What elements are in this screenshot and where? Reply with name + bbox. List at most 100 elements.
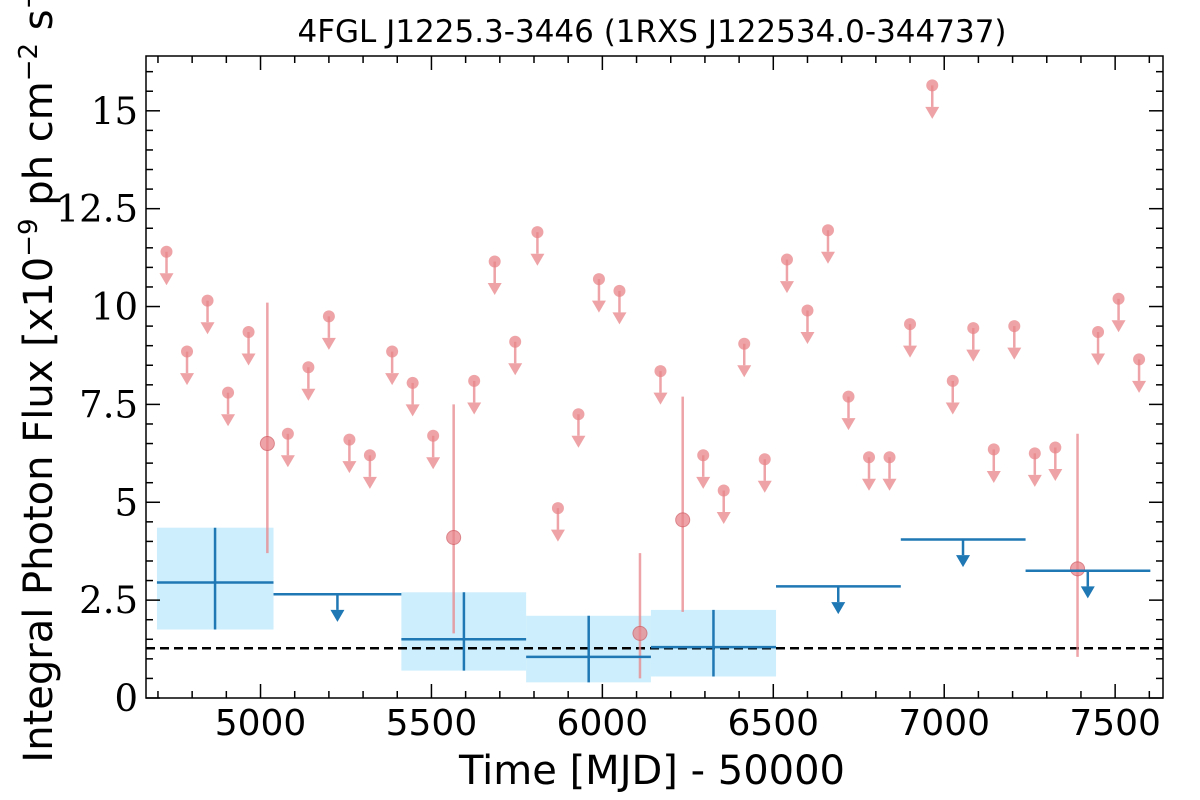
- short-bin-limit-arrow-6: [280, 455, 295, 468]
- short-bin-point-41: [1008, 320, 1021, 333]
- x-tick-label-0: 5000: [215, 703, 307, 744]
- short-bin-limit-arrow-8: [321, 337, 336, 350]
- short-bin-point-10: [363, 449, 376, 462]
- short-bin-limit-arrow-19: [550, 529, 565, 542]
- short-bin-point-47: [1133, 353, 1146, 366]
- short-bin-limit-arrow-31: [800, 331, 815, 344]
- short-bin-point-35: [883, 451, 896, 464]
- short-bin-point-27: [717, 484, 730, 497]
- short-bin-point-43: [1049, 441, 1062, 454]
- short-bin-limit-arrow-39: [966, 349, 981, 362]
- x-tick-label-1: 5500: [386, 703, 478, 744]
- short-bin-point-20: [572, 408, 585, 421]
- short-bin-limit-arrow-15: [467, 402, 482, 415]
- short-bin-point-4: [242, 325, 255, 338]
- short-bin-point-14: [446, 530, 462, 545]
- long-bin-limit-arrow-6: [956, 555, 971, 568]
- chart-title: 4FGL J1225.3-3446 (1RXS J122534.0-344737…: [297, 14, 1006, 50]
- short-bin-point-18: [531, 226, 544, 239]
- plot-frame: [145, 55, 1164, 699]
- short-bin-point-29: [758, 453, 771, 466]
- short-bin-limit-arrow-41: [1007, 347, 1022, 360]
- y-label-prefix: Integral Photon Flux [x10: [16, 257, 62, 763]
- short-bin-limit-arrow-36: [903, 345, 918, 358]
- short-bin-limit-arrow-33: [841, 418, 856, 431]
- short-bin-limit-arrow-27: [716, 512, 731, 525]
- y-tick-label-4: 10: [91, 286, 138, 329]
- short-bin-limit-arrow-17: [508, 363, 523, 376]
- short-bin-limit-arrow-43: [1048, 468, 1063, 481]
- short-bin-limit-arrow-28: [737, 365, 752, 378]
- y-label-exp3: −1: [14, 0, 44, 9]
- y-tick-label-3: 7.5: [79, 383, 138, 426]
- y-tick-label-5: 12.5: [56, 188, 138, 231]
- x-axis-label: Time [MJD] - 50000: [458, 748, 845, 794]
- short-bin-limit-arrow-10: [362, 476, 377, 489]
- short-bin-point-8: [322, 310, 335, 323]
- short-bin-point-30: [780, 253, 793, 266]
- short-bin-point-15: [468, 374, 481, 387]
- short-bin-point-0: [160, 245, 173, 258]
- x-tick-label-4: 7000: [898, 703, 990, 744]
- short-bin-point-6: [281, 427, 294, 440]
- y-label-unit-s: s: [16, 9, 62, 43]
- short-bin-limit-arrow-37: [925, 106, 940, 119]
- short-bin-limit-arrow-24: [653, 392, 668, 405]
- x-tick-label-3: 6500: [727, 703, 819, 744]
- short-bin-limit-arrow-13: [426, 457, 441, 470]
- short-bin-limit-arrow-40: [986, 470, 1001, 483]
- long-bin-limit-arrow-7: [1080, 586, 1095, 599]
- short-bin-point-5: [259, 436, 275, 452]
- short-bin-point-45: [1092, 325, 1105, 338]
- short-bin-point-44: [1070, 561, 1086, 577]
- short-bin-limit-arrow-45: [1091, 353, 1106, 366]
- y-tick-label-1: 2.5: [79, 579, 138, 622]
- y-label-middle: ph cm: [16, 81, 62, 218]
- short-bin-point-38: [946, 374, 959, 387]
- short-bin-point-16: [488, 255, 501, 268]
- short-bin-limit-arrow-46: [1111, 320, 1126, 333]
- short-bin-point-37: [926, 79, 939, 92]
- short-bin-point-28: [738, 337, 751, 350]
- plot-area: 5000 5500 6000 6500 7000 7500 0 2.5 5 7.5 10 12.5 15: [56, 55, 1164, 744]
- short-bin-limit-arrow-26: [696, 476, 711, 489]
- short-bin-limit-arrow-42: [1027, 474, 1042, 487]
- short-bin-point-24: [654, 365, 667, 378]
- short-bin-limit-arrow-11: [385, 373, 400, 386]
- short-bin-point-34: [863, 451, 876, 464]
- short-bin-point-17: [509, 335, 522, 348]
- y-tick-label-0: 0: [114, 677, 138, 720]
- short-bin-point-11: [386, 345, 399, 358]
- short-bin-point-25: [675, 512, 691, 528]
- short-bin-limit-arrow-29: [757, 480, 772, 493]
- y-tick-label-2: 5: [114, 481, 138, 524]
- x-tick-label-2: 6000: [557, 703, 649, 744]
- short-bin-limit-arrow-32: [820, 251, 835, 264]
- short-bin-point-33: [842, 390, 855, 403]
- short-bin-limit-arrow-9: [342, 461, 357, 474]
- short-bin-limit-arrow-20: [571, 435, 586, 448]
- y-axis-label: Integral Photon Flux [x10−9 ph cm−2 s−1]: [14, 0, 62, 763]
- short-bin-point-12: [406, 376, 419, 389]
- short-bin-point-46: [1112, 292, 1125, 305]
- short-bin-point-9: [343, 433, 356, 446]
- short-bin-point-42: [1028, 447, 1041, 460]
- short-bin-limit-arrow-21: [591, 300, 606, 313]
- short-bin-point-26: [697, 449, 710, 462]
- short-bin-point-2: [201, 294, 214, 307]
- short-bin-point-36: [904, 318, 917, 331]
- short-bin-point-7: [302, 361, 315, 374]
- y-tick-label-6: 15: [91, 90, 138, 133]
- short-bin-limit-arrow-47: [1132, 380, 1147, 393]
- short-bin-point-32: [821, 224, 834, 237]
- long-bin-limit-arrow-1: [330, 609, 345, 622]
- short-bin-limit-arrow-3: [221, 414, 236, 427]
- short-bin-point-3: [222, 386, 235, 399]
- long-bin-limit-arrow-5: [831, 602, 846, 615]
- short-bin-point-21: [592, 273, 605, 286]
- short-bin-limit-arrow-2: [200, 322, 215, 335]
- short-bin-limit-arrow-22: [612, 312, 627, 325]
- short-bin-limit-arrow-7: [301, 388, 316, 401]
- short-bin-point-40: [987, 443, 1000, 456]
